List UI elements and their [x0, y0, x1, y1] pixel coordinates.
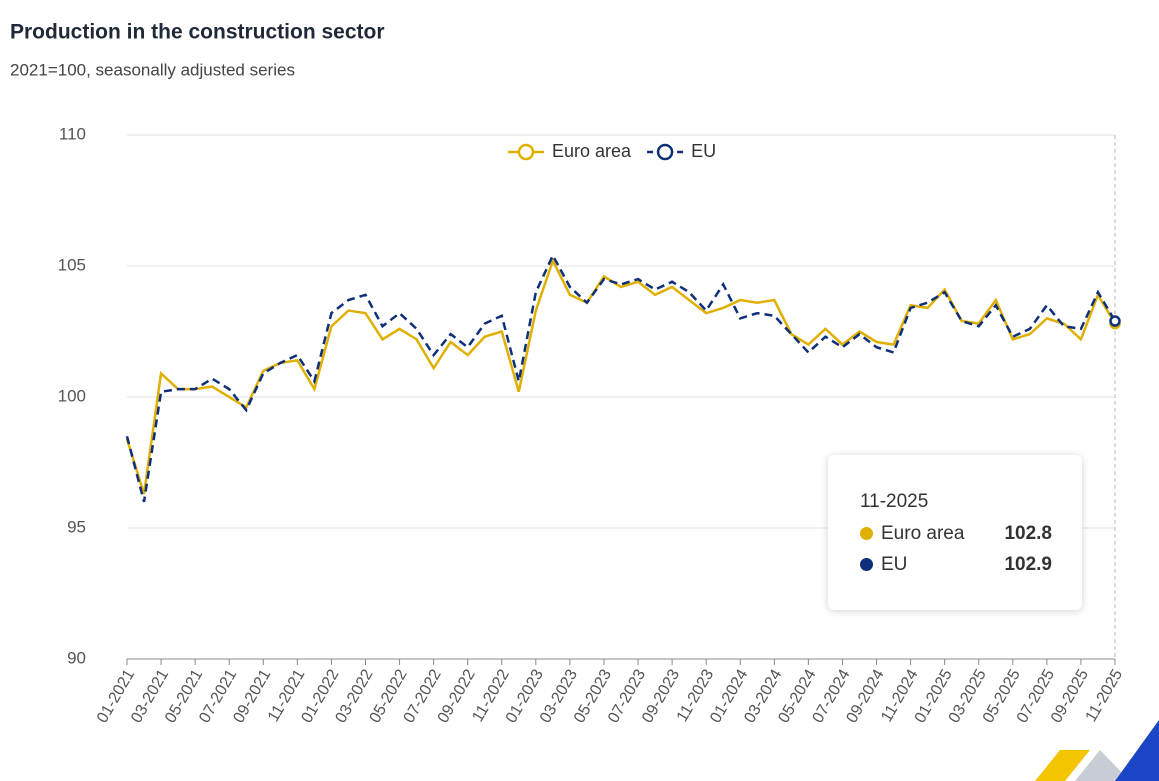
tooltip-dot — [860, 558, 873, 571]
y-tick-label: 90 — [67, 648, 86, 667]
hover-marker — [1109, 315, 1121, 327]
legend-marker — [656, 143, 674, 161]
y-tick-label: 110 — [59, 124, 86, 143]
logo — [1035, 720, 1159, 781]
tooltip: 11-2025 Euro area 102.8 EU 102.9 — [828, 455, 1082, 610]
tooltip-row: EU 102.9 — [860, 554, 1052, 576]
tooltip-name: EU — [881, 554, 908, 575]
tooltip-title: 11-2025 — [860, 491, 929, 512]
y-tick-label: 105 — [58, 255, 86, 274]
legend-item: EU — [647, 141, 716, 161]
tooltip-name: Euro area — [881, 523, 965, 544]
series-line — [125, 257, 1117, 495]
tooltip-row: Euro area 102.8 — [860, 523, 1052, 545]
legend-label: Euro area — [552, 141, 632, 161]
legend-item: Euro area — [508, 141, 632, 161]
tooltip-value: 102.8 — [1004, 523, 1052, 544]
y-tick-label: 95 — [67, 517, 86, 536]
y-tick-label: 100 — [58, 386, 86, 405]
tooltip-dot — [860, 527, 873, 540]
legend-label: EU — [691, 141, 716, 161]
chart-title: Production in the construction sector — [10, 21, 385, 44]
series-line — [125, 252, 1117, 503]
chart-subtitle: 2021=100, seasonally adjusted series — [10, 60, 295, 79]
tooltip-value: 102.9 — [1004, 554, 1052, 575]
legend-marker — [517, 143, 535, 161]
